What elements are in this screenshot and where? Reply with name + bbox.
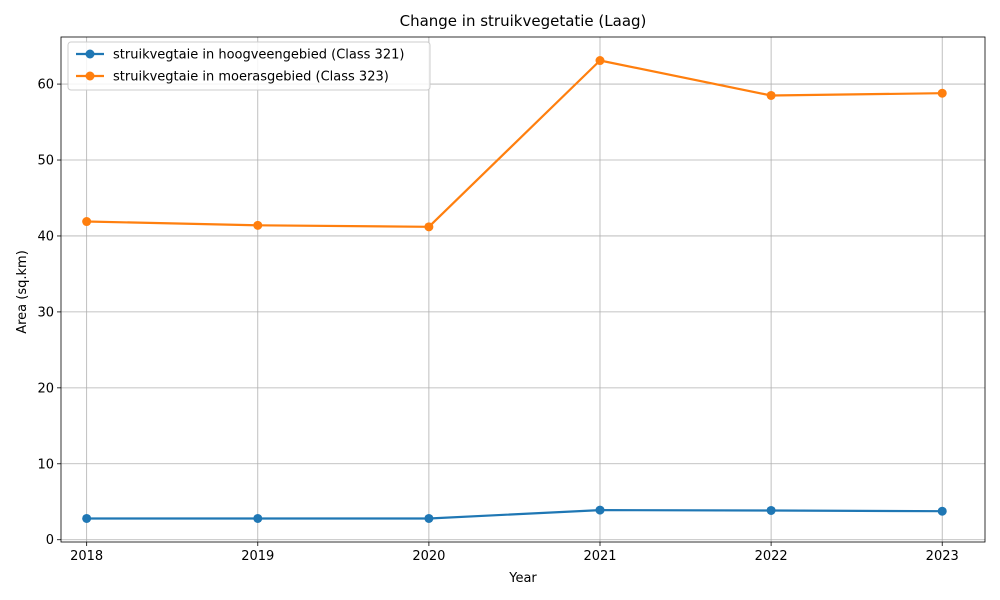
y-tick-label: 50 bbox=[37, 154, 54, 169]
y-tick-label: 30 bbox=[37, 305, 54, 320]
data-point bbox=[766, 90, 776, 100]
x-tick-label: 2023 bbox=[926, 549, 959, 564]
plot-frame bbox=[60, 36, 986, 543]
legend-label: struikvegtaie in moerasgebied (Class 323… bbox=[113, 70, 389, 85]
grid bbox=[61, 37, 985, 542]
legend-marker bbox=[85, 49, 95, 59]
legend: struikvegtaie in hoogveengebied (Class 3… bbox=[67, 41, 431, 91]
y-axis-label: Area (sq.km) bbox=[15, 250, 30, 334]
y-tick-label: 20 bbox=[37, 381, 54, 396]
x-tick-label: 2021 bbox=[583, 549, 616, 564]
y-axis: 0 10 20 30 40 50 60 bbox=[37, 78, 61, 548]
x-tick-label: 2020 bbox=[412, 549, 445, 564]
data-point bbox=[937, 506, 947, 516]
data-point bbox=[595, 56, 605, 66]
series-line bbox=[86, 59, 943, 228]
legend-marker bbox=[85, 71, 95, 81]
data-point bbox=[253, 513, 263, 523]
series-1 bbox=[82, 505, 947, 523]
series-2 bbox=[82, 56, 947, 232]
series-line bbox=[86, 509, 943, 520]
legend-box bbox=[67, 41, 431, 91]
data-point bbox=[424, 513, 434, 523]
chart-title: Change in struikvegetatie (Laag) bbox=[400, 12, 647, 30]
x-tick-label: 2019 bbox=[241, 549, 274, 564]
data-point bbox=[937, 88, 947, 98]
data-point bbox=[424, 222, 434, 232]
x-tick-label: 2018 bbox=[70, 549, 103, 564]
x-tick-label: 2022 bbox=[755, 549, 788, 564]
data-point bbox=[253, 220, 263, 230]
legend-item: struikvegtaie in moerasgebied (Class 323… bbox=[76, 70, 389, 85]
y-tick-label: 40 bbox=[37, 229, 54, 244]
x-axis: 2018 2019 2020 2021 2022 2023 bbox=[70, 542, 959, 564]
legend-label: struikvegtaie in hoogveengebied (Class 3… bbox=[113, 48, 404, 63]
data-point bbox=[766, 505, 776, 515]
y-tick-label: 10 bbox=[37, 457, 54, 472]
data-point bbox=[82, 217, 92, 227]
y-tick-label: 60 bbox=[37, 78, 54, 93]
data-point bbox=[595, 505, 605, 515]
data-point bbox=[82, 513, 92, 523]
legend-item: struikvegtaie in hoogveengebied (Class 3… bbox=[76, 48, 404, 63]
series-layer bbox=[82, 56, 947, 523]
y-tick-label: 0 bbox=[46, 533, 54, 548]
x-axis-label: Year bbox=[508, 571, 537, 586]
